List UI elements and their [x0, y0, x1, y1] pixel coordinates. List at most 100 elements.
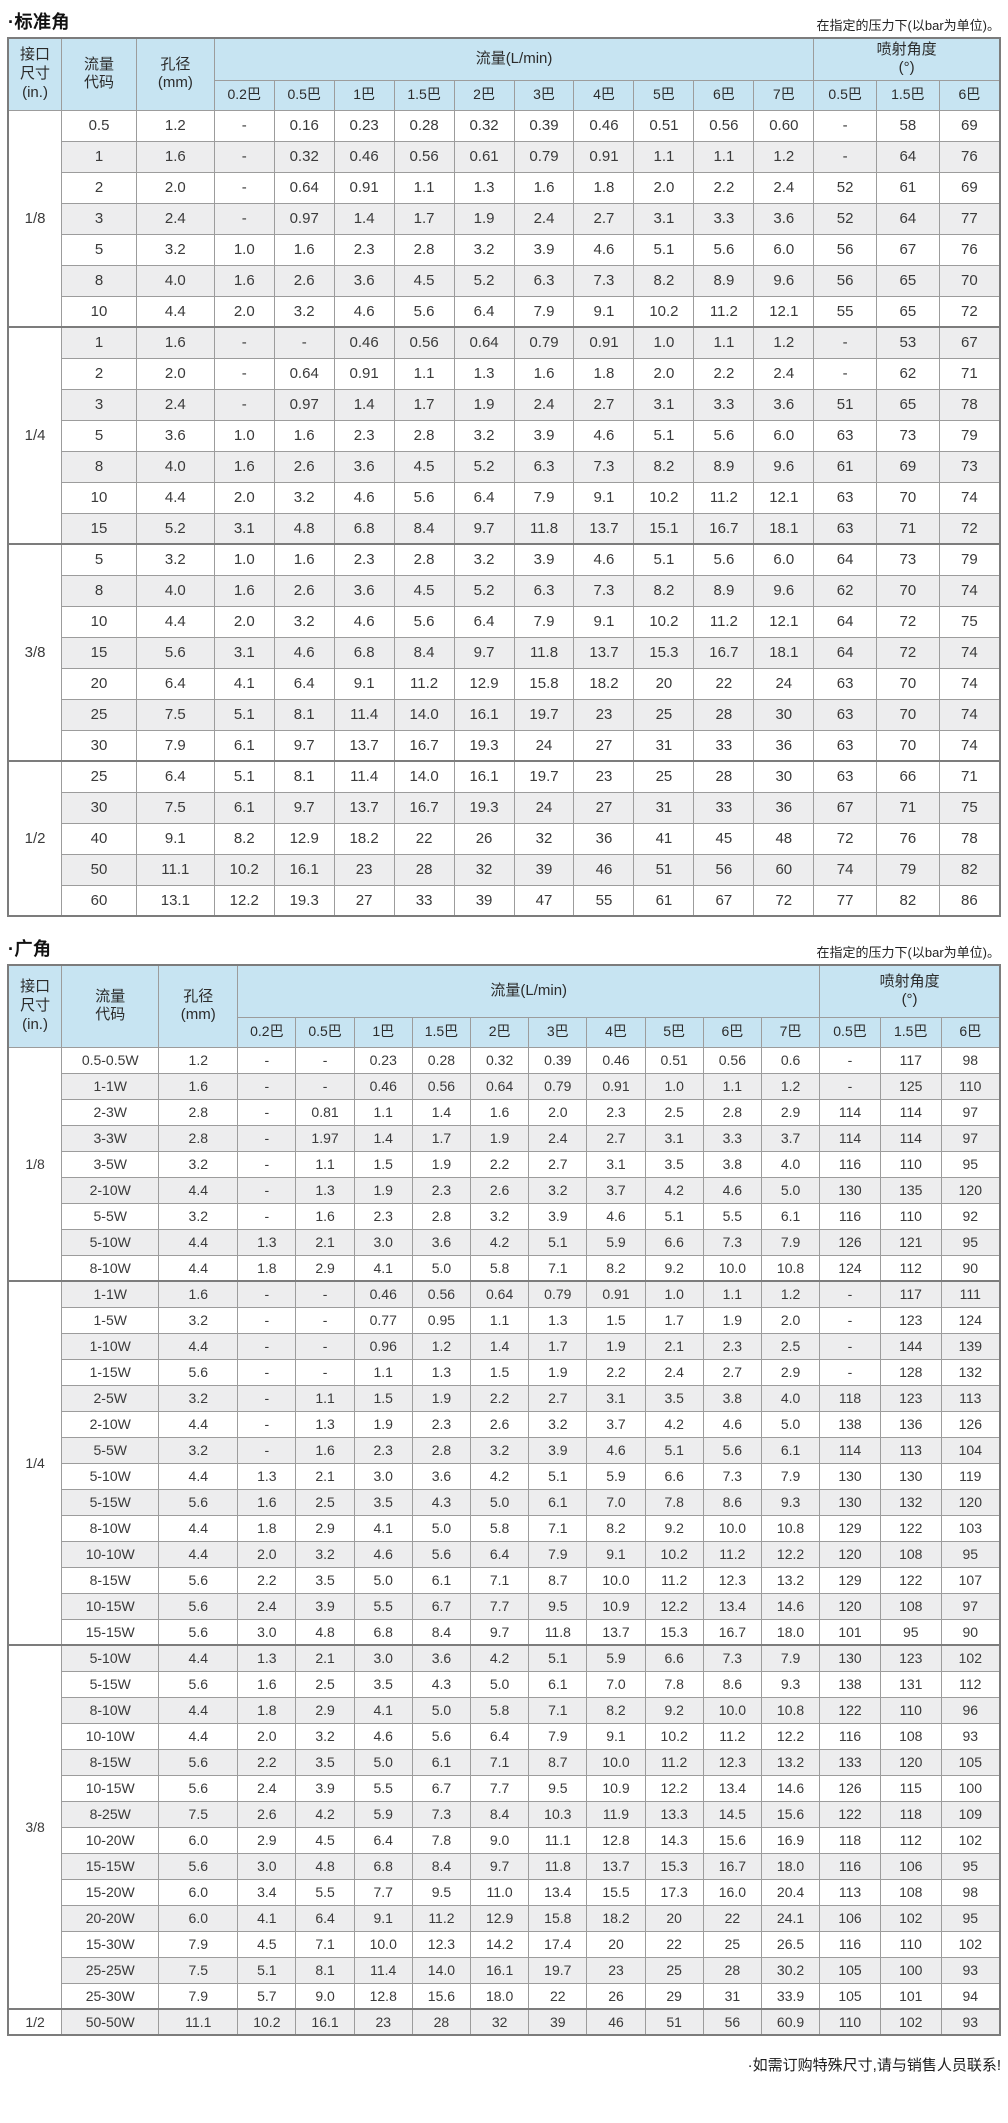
- flow-value-cell: 1.1: [702, 1072, 762, 1100]
- flow-value-cell: 6.6: [644, 1228, 704, 1256]
- flow-value-cell: -: [295, 1358, 355, 1386]
- flow-value-cell: 14.6: [760, 1592, 821, 1620]
- flow-value-cell: 3.6: [333, 264, 395, 297]
- flow-value-cell: 29: [644, 1982, 704, 2010]
- flow-value-cell: 6.8: [333, 636, 395, 669]
- table-row: 1/8 0.5 1.2-0.16 0.23 0.28 0.32 0.39 0.46 0.51 0.…: [7, 109, 1001, 328]
- flow-value-cell: 1.2: [760, 1280, 821, 1308]
- flow-value-cell: 9.1: [353, 1904, 413, 1932]
- flow-code-cell: 1-5W: [61, 1306, 160, 1334]
- table-row: 2 2.0-0.64 0.91 1.1 1.3 1.6 1.8 2.0 2.2 2.4 52 61 69: [8, 171, 1001, 204]
- flow-value-cell: 31: [633, 729, 695, 762]
- flow-value-cell: 24.1: [760, 1904, 821, 1932]
- orifice-cell: 4.0: [135, 574, 215, 607]
- flow-pressure-header: 0.2巴: [237, 1016, 297, 1048]
- flow-value-cell: 10.2: [633, 295, 695, 328]
- flow-code-cell: 15-15W: [61, 1852, 160, 1880]
- flow-value-cell: 6.4: [470, 1722, 530, 1750]
- flow-value-cell: 20: [633, 667, 695, 700]
- orifice-cell: 1.2: [158, 1046, 239, 1074]
- flow-value-cell: 9.6: [753, 450, 815, 483]
- flow-value-cell: 3.2: [273, 481, 335, 514]
- flow-value-cell: 2.1: [644, 1332, 704, 1360]
- flow-value-cell: 2.9: [295, 1514, 355, 1542]
- flow-value-cell: -: [213, 109, 275, 142]
- flow-value-cell: 6.4: [353, 1826, 413, 1854]
- spray-angle-cell: 74: [938, 729, 1001, 762]
- orifice-cell: 5.6: [158, 1592, 239, 1620]
- flow-value-cell: 5.8: [470, 1254, 530, 1282]
- flow-value-cell: 2.4: [753, 357, 815, 390]
- spray-angle-cell: 70: [875, 481, 940, 514]
- table-row: 15-20W 6.0 3.4 5.5 7.7 9.5 11.0 13.4 15.5 17.3 16.…: [8, 1878, 1001, 1906]
- orifice-cell: 4.4: [135, 481, 215, 514]
- flow-value-cell: 6.0: [753, 233, 815, 266]
- orifice-cell: 5.6: [158, 1358, 239, 1386]
- flow-code-cell: 5: [61, 543, 137, 576]
- flow-value-cell: 6.7: [411, 1774, 472, 1802]
- flow-value-cell: 0.95: [411, 1306, 472, 1334]
- flow-value-cell: 2.2: [693, 171, 755, 204]
- flow-value-cell: 0.77: [353, 1306, 413, 1334]
- orifice-cell: 4.4: [158, 1462, 239, 1490]
- flow-value-cell: 9.2: [644, 1514, 704, 1542]
- spray-angle-cell: 122: [819, 1800, 881, 1828]
- flow-value-cell: -: [237, 1176, 297, 1204]
- flow-value-cell: -: [237, 1124, 297, 1152]
- flow-code-cell: 10: [61, 295, 137, 328]
- flow-value-cell: 5.6: [693, 543, 755, 576]
- flow-value-cell: 6.1: [213, 729, 275, 762]
- spray-angle-cell: 133: [819, 1748, 881, 1776]
- flow-value-cell: 4.5: [295, 1826, 355, 1854]
- spray-angle-cell: 63: [813, 729, 877, 762]
- flow-value-cell: 7.8: [411, 1826, 472, 1854]
- flow-code-cell: 8: [61, 574, 137, 607]
- flow-value-cell: 8.7: [528, 1566, 588, 1594]
- flow-value-cell: 2.1: [295, 1228, 355, 1256]
- flow-value-cell: 19.3: [453, 729, 515, 762]
- table-row: 15 5.2 3.1 4.8 6.8 8.4 9.7 11.8 13.7 15.1 16.7 18.1…: [8, 512, 1001, 545]
- flow-value-cell: 4.8: [295, 1852, 355, 1880]
- flow-value-cell: 0.16: [273, 109, 335, 142]
- spray-angle-cell: 113: [940, 1384, 1001, 1412]
- flow-value-cell: -: [237, 1072, 297, 1100]
- flow-value-cell: 30: [753, 698, 815, 731]
- standard-angle-section: ·标准角 在指定的压力下(以bar为单位)。 接口 尺寸 (in.) 流量 代码孔…: [7, 8, 1001, 917]
- flow-value-cell: 26: [453, 822, 515, 855]
- spray-angle-cell: 124: [940, 1306, 1001, 1334]
- flow-value-cell: 14.2: [470, 1930, 530, 1958]
- flow-value-cell: 6.0: [753, 543, 815, 576]
- flow-value-cell: 2.8: [702, 1098, 762, 1126]
- spray-angle-cell: 95: [940, 1540, 1001, 1568]
- spray-angle-cell: 111: [940, 1280, 1001, 1308]
- flow-value-cell: 1.3: [295, 1410, 355, 1438]
- flow-value-cell: -: [295, 1046, 355, 1074]
- connection-size-cell: 1/2: [7, 2008, 63, 2036]
- flow-value-cell: 16.1: [453, 698, 515, 731]
- flow-code-cell: 15-15W: [61, 1618, 160, 1646]
- spray-angle-cell: 132: [879, 1488, 942, 1516]
- flow-value-cell: 0.97: [273, 202, 335, 235]
- spray-angle-cell: 67: [813, 791, 877, 824]
- orifice-cell: 3.2: [135, 233, 215, 266]
- orifice-cell: 2.8: [158, 1098, 239, 1126]
- flow-value-cell: 4.0: [760, 1150, 821, 1178]
- flow-value-cell: 1.4: [333, 202, 395, 235]
- flow-value-cell: 10.2: [237, 2008, 297, 2036]
- flow-value-cell: 2.3: [353, 1436, 413, 1464]
- flow-value-cell: 2.0: [528, 1098, 588, 1126]
- flow-value-cell: 27: [333, 884, 395, 917]
- spray-angle-cell: 66: [875, 760, 940, 793]
- spray-angle-cell: 95: [940, 1228, 1001, 1256]
- table-row: 5-5W 3.2-1.6 2.3 2.8 3.2 3.9 4.6 5.1 5.6 6.1 114 11…: [8, 1436, 1001, 1464]
- flow-value-cell: 3.7: [586, 1176, 646, 1204]
- flow-value-cell: 41: [633, 822, 695, 855]
- flow-value-cell: 4.6: [573, 543, 635, 576]
- angle-pressure-header: 0.5巴: [819, 1016, 881, 1048]
- flow-value-cell: 1.1: [693, 140, 755, 173]
- flow-value-cell: 15.6: [702, 1826, 762, 1854]
- flow-value-cell: 10.8: [760, 1254, 821, 1282]
- flow-value-cell: 11.2: [411, 1904, 472, 1932]
- flow-code-column-header: 流量 代码: [61, 37, 137, 111]
- flow-value-cell: 9.2: [644, 1254, 704, 1282]
